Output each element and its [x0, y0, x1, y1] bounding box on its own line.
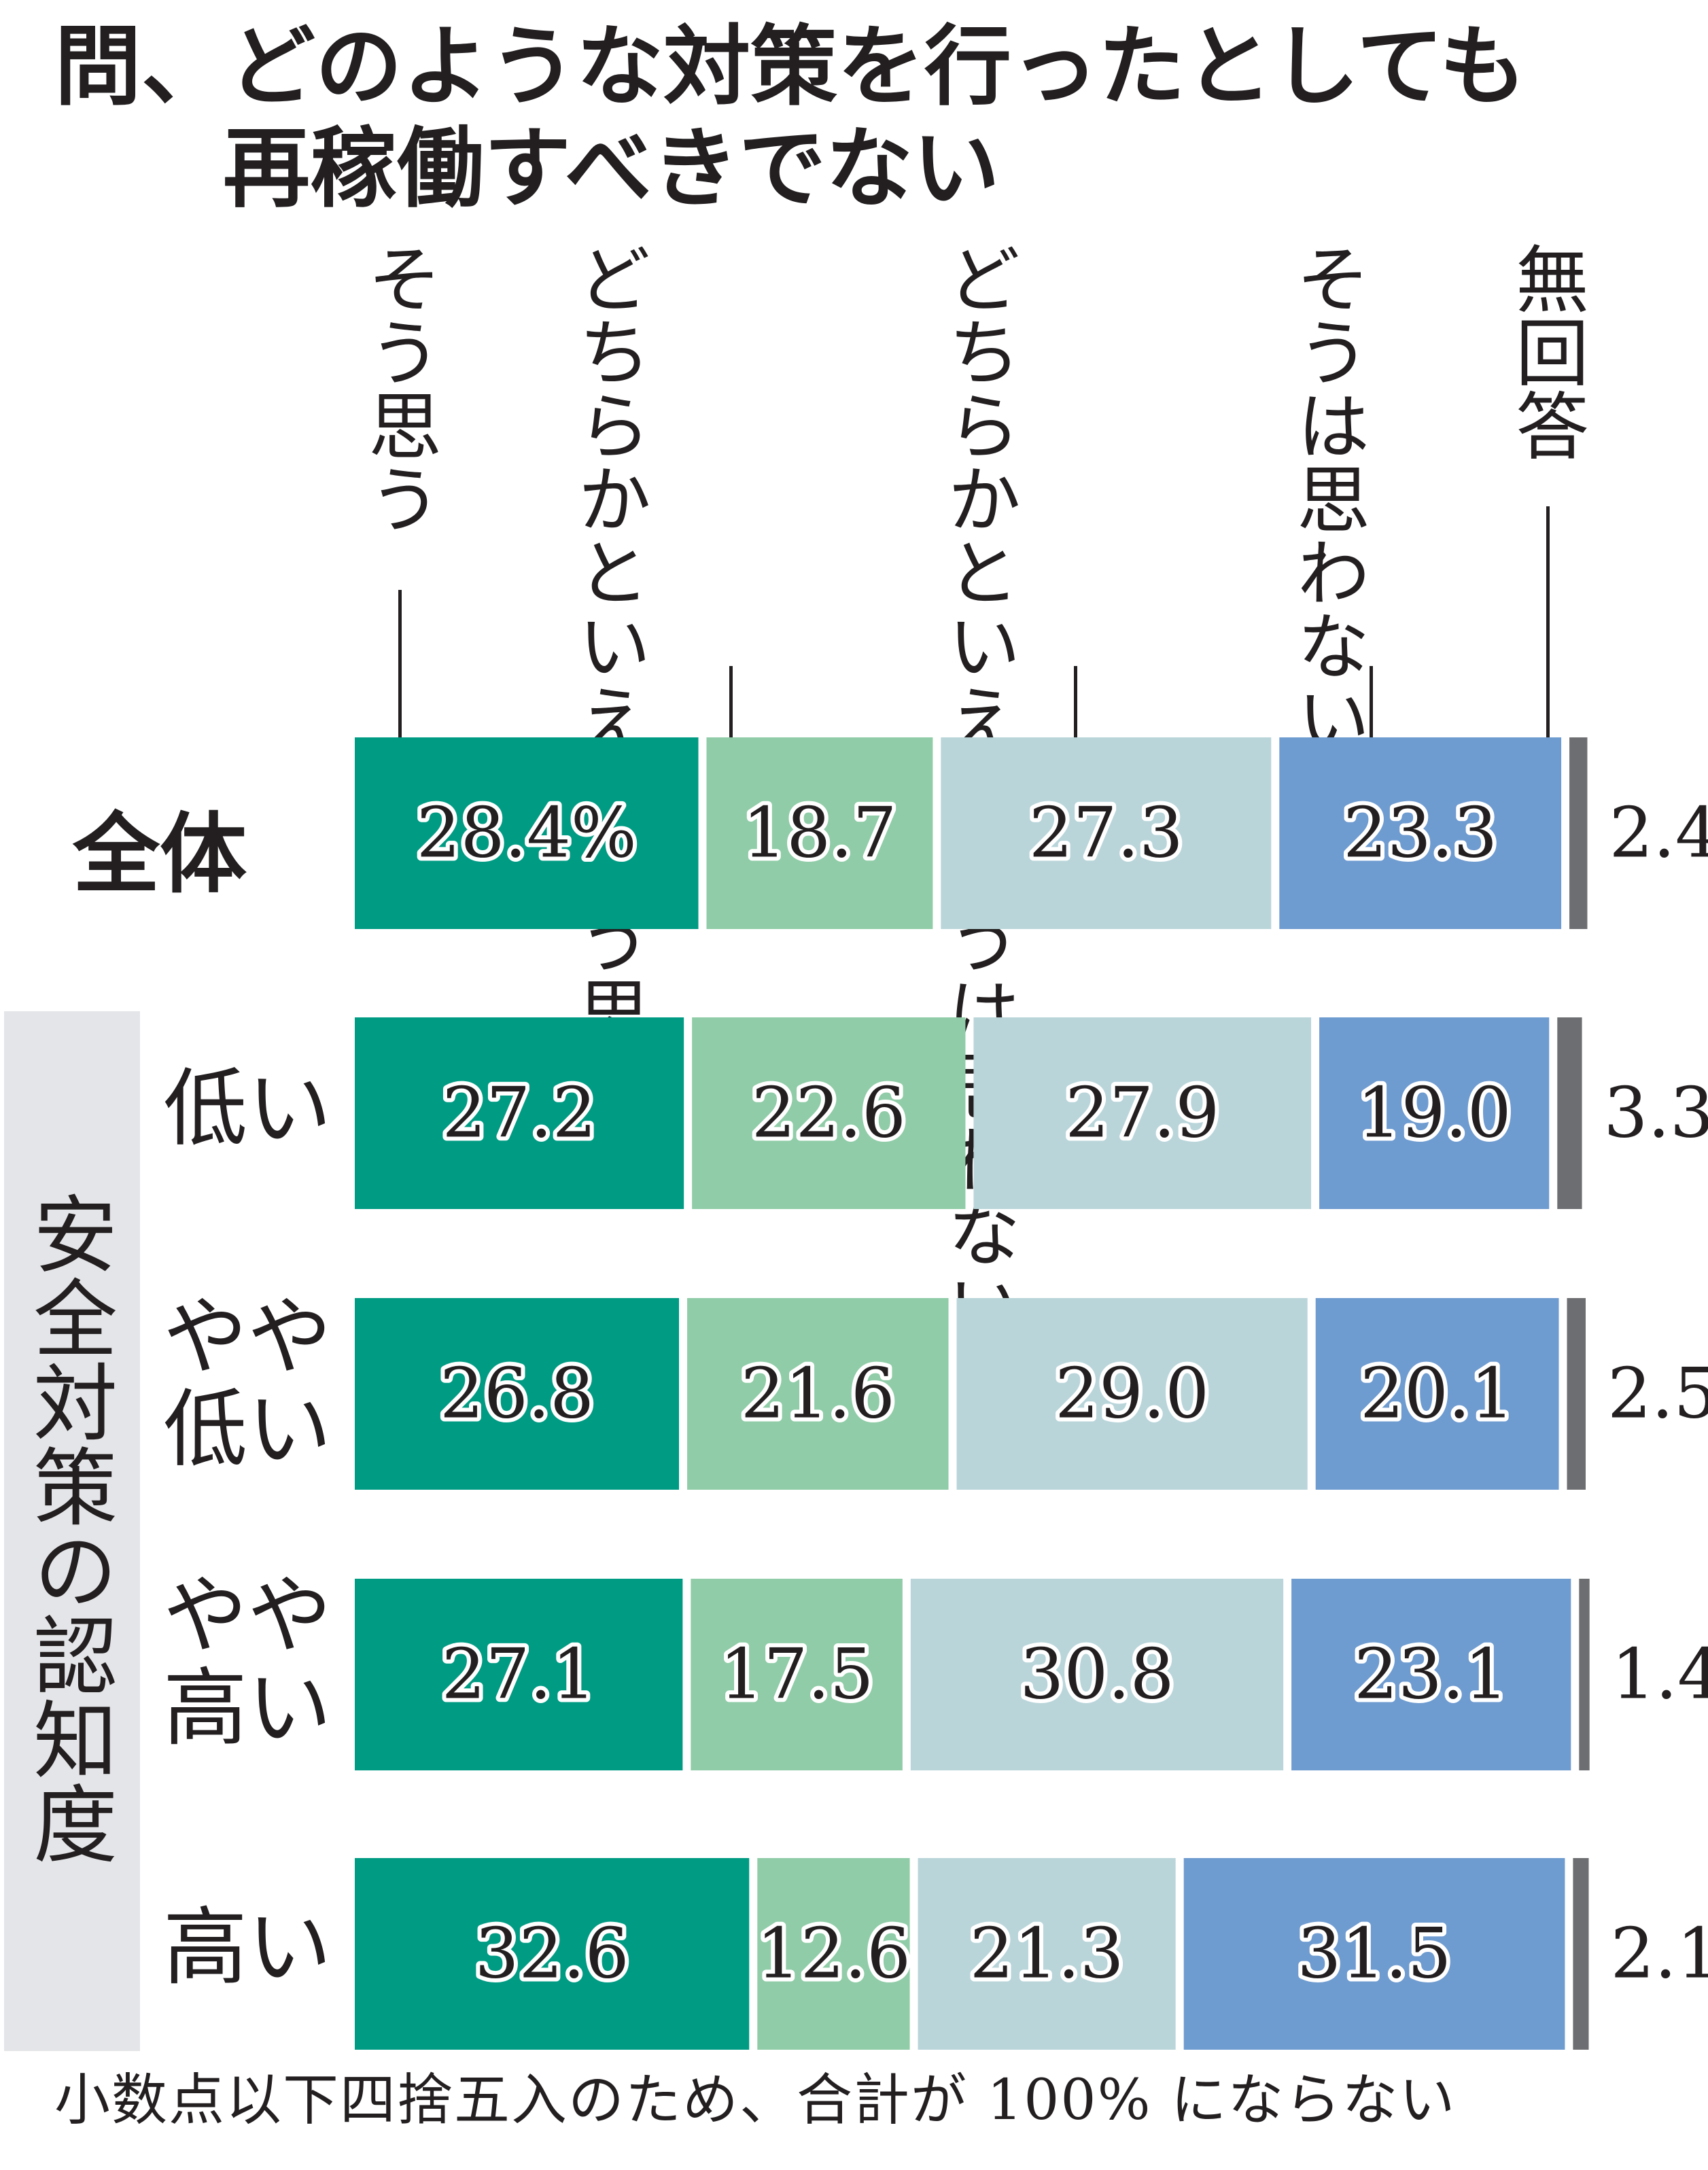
data-label-row3-series4: 1.4: [1611, 1634, 1708, 1715]
bar-segment-row1-series4: [1557, 1017, 1582, 1209]
data-label-row3-series3: 23.1: [1354, 1634, 1508, 1715]
row-label-zentai: 全体: [72, 804, 247, 905]
bar-segment-row2-series3: [1315, 1298, 1559, 1490]
row-label-takai: 高い: [163, 1899, 332, 1997]
bar-segment-row2-series2: [956, 1298, 1308, 1490]
legend-leader-line-4: [1370, 666, 1373, 753]
data-label-row2-series2: 29.0: [1055, 1354, 1209, 1435]
data-label-row0-series0: 28.4%: [417, 793, 637, 874]
legend-leader-line-3: [1074, 666, 1077, 753]
bar-segment-row0-series2: [941, 737, 1272, 929]
bar-segment-row4-series2: [918, 1858, 1176, 2050]
data-label-row1-series1: 22.6: [752, 1073, 906, 1154]
data-label-row0-series3: 23.3: [1343, 793, 1497, 874]
bar-segment-row3-series4: [1579, 1579, 1590, 1770]
row-label-yaya-takai: やや高い: [163, 1567, 332, 1757]
data-label-row4-series2: 21.3: [970, 1914, 1124, 1995]
legend-leader-line-2: [729, 666, 733, 753]
data-label-row0-series1: 18.7: [742, 793, 896, 874]
bar-segment-row0-series4: [1569, 737, 1588, 929]
bar-segment-row4-series0: [355, 1858, 750, 2050]
data-label-row1-series4: 3.3: [1604, 1073, 1708, 1154]
data-label-row4-series0: 32.6: [475, 1914, 629, 1995]
legend-leader-line-1: [398, 590, 402, 753]
title-line-1: 問、どのような対策を行ったとしても: [54, 16, 1527, 118]
bar-segment-row4-series4: [1573, 1858, 1589, 2050]
title-line-2: 再稼働すべきでない: [223, 118, 1000, 220]
bar-segment-row2-series0: [355, 1298, 680, 1490]
bar-segment-row1-series3: [1319, 1017, 1550, 1209]
bar-segment-row3-series1: [691, 1579, 903, 1770]
bar-segment-row0-series1: [706, 737, 933, 929]
data-label-row2-series3: 20.1: [1360, 1354, 1514, 1435]
data-label-row4-series1: 12.6: [756, 1914, 911, 1995]
legend-label-sou-omou: そう思う: [356, 241, 441, 535]
bar-segment-row1-series2: [973, 1017, 1312, 1209]
data-label-row1-series3: 19.0: [1357, 1073, 1512, 1154]
bar-segment-row3-series2: [910, 1579, 1284, 1770]
data-label-row1-series2: 27.9: [1065, 1073, 1219, 1154]
footnote: 小数点以下四捨五入のため、合計が 100% にならない: [54, 2068, 1457, 2133]
legend-label-mukaitou: 無回答: [1503, 241, 1588, 461]
data-label-row3-series1: 17.5: [720, 1634, 874, 1715]
bar-segment-row1-series1: [692, 1017, 966, 1209]
group-panel: [4, 1011, 140, 2051]
bar-segment-row3-series3: [1291, 1579, 1571, 1770]
chart-title: 問、どのような対策を行ったとしても 再稼働すべきでない: [54, 16, 1672, 220]
bar-segment-row2-series4: [1567, 1298, 1586, 1490]
group-label: 安全対策の認知度: [18, 1191, 116, 1865]
bar-segment-row4-series3: [1183, 1858, 1565, 2050]
data-label-row2-series4: 2.5: [1607, 1354, 1708, 1435]
bar-segment-row0-series3: [1279, 737, 1562, 929]
data-label-row0-series2: 27.3: [1029, 793, 1183, 874]
data-label-row1-series0: 27.2: [442, 1073, 597, 1154]
row-label-yaya-hikui: やや低い: [163, 1289, 332, 1479]
data-label-row4-series3: 31.5: [1297, 1914, 1451, 1995]
bar-segment-row2-series1: [687, 1298, 949, 1490]
bar-segment-row0-series0: [355, 737, 699, 929]
bar-segment-row4-series1: [757, 1858, 910, 2050]
data-label-row3-series2: 30.8: [1019, 1634, 1174, 1715]
data-label-row2-series0: 26.8: [440, 1354, 594, 1435]
bar-segment-row3-series0: [355, 1579, 683, 1770]
data-label-row4-series4: 2.1: [1611, 1914, 1708, 1995]
data-label-row2-series1: 21.6: [741, 1354, 895, 1435]
row-label-hikui: 低い: [163, 1060, 332, 1158]
data-label-row0-series4: 2.4: [1609, 793, 1708, 874]
bar-segment-row1-series0: [355, 1017, 684, 1209]
legend-leader-line-5: [1546, 506, 1550, 753]
data-label-row3-series0: 27.1: [442, 1634, 596, 1715]
